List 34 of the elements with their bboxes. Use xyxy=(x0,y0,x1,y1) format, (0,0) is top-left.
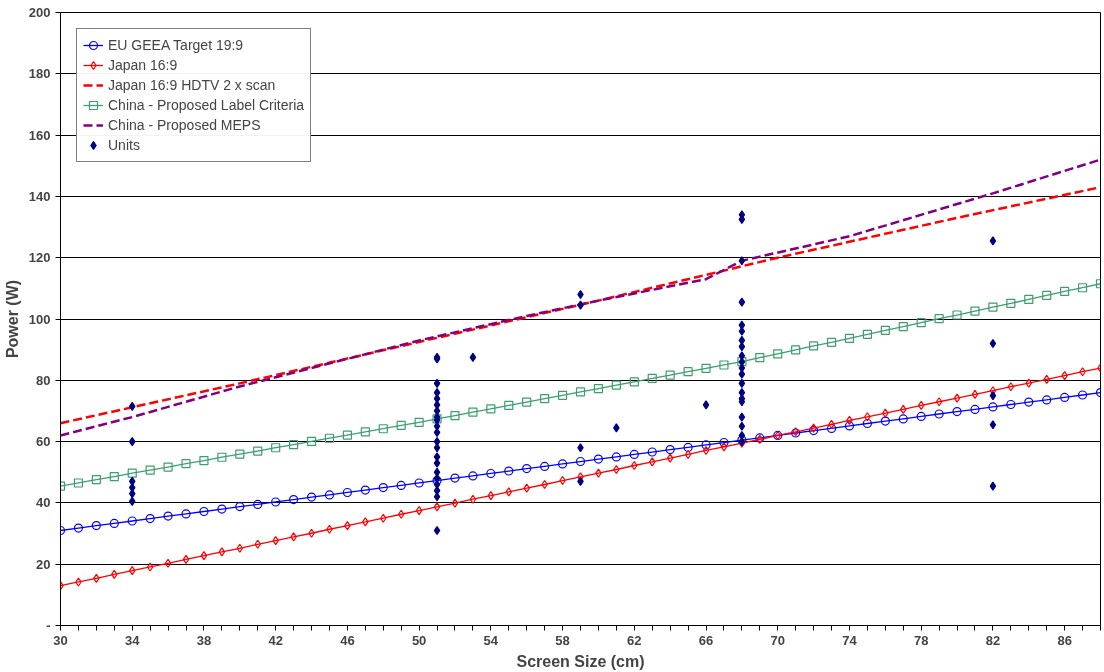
x-tick-label: 86 xyxy=(1057,632,1072,648)
y-tick-label: 40 xyxy=(36,495,51,511)
y-tick-label: 80 xyxy=(36,372,51,388)
y-tick-label: 100 xyxy=(28,311,51,327)
y-tick-label: 60 xyxy=(36,434,51,450)
x-tick-label: 38 xyxy=(196,632,212,648)
x-tick-label: 54 xyxy=(483,632,499,648)
legend-label: China - Proposed MEPS xyxy=(108,116,261,135)
x-tick-label: 74 xyxy=(842,632,858,648)
x-tick-label: 66 xyxy=(698,632,714,648)
legend-label: EU GEEA Target 19:9 xyxy=(108,36,244,55)
y-tick-label: 140 xyxy=(28,188,51,204)
x-tick-label: 46 xyxy=(340,632,355,648)
y-tick-label: 160 xyxy=(28,127,51,143)
x-tick-label: 58 xyxy=(555,632,570,648)
x-tick-label: 78 xyxy=(913,632,929,648)
y-tick-label: 120 xyxy=(28,250,51,266)
y-tick-label: - xyxy=(46,618,51,633)
y-tick-label: 180 xyxy=(28,66,51,82)
y-tick-label: 20 xyxy=(36,556,51,572)
x-axis-title: Screen Size (cm) xyxy=(516,652,645,670)
legend-label: Japan 16:9 xyxy=(108,56,178,75)
x-tick-label: 62 xyxy=(627,632,642,648)
x-tick-label: 34 xyxy=(124,632,141,648)
y-axis-title: Power (W) xyxy=(3,279,21,359)
x-tick-label: 70 xyxy=(770,632,785,648)
y-tick-label: 200 xyxy=(28,5,51,20)
legend-label: Units xyxy=(108,136,140,155)
legend-label: Japan 16:9 HDTV 2 x scan xyxy=(108,76,276,95)
x-tick-label: 30 xyxy=(53,632,68,648)
x-tick-label: 82 xyxy=(985,632,1001,648)
x-tick-label: 50 xyxy=(411,632,427,648)
legend-label: China - Proposed Label Criteria xyxy=(108,96,305,115)
x-tick-label: 42 xyxy=(268,632,283,648)
